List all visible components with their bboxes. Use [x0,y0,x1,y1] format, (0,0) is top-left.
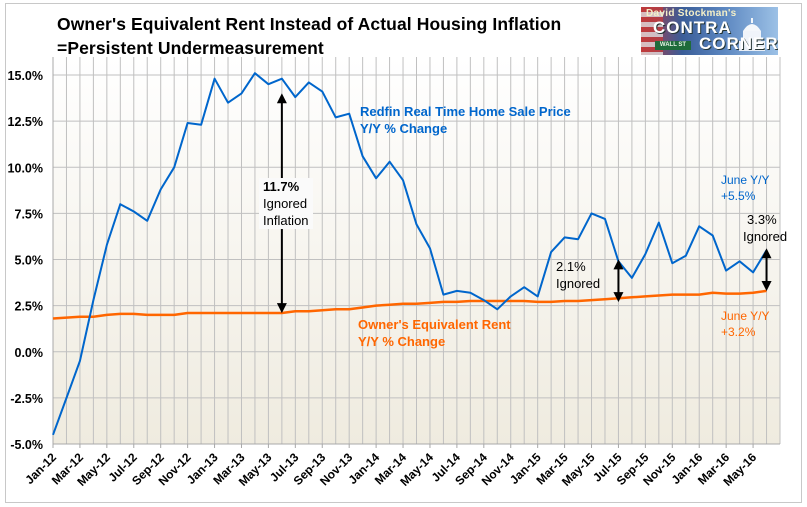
gap-2013-value: 11.7% [263,179,300,194]
gap-2016-label: 3.3% Ignored [743,211,787,245]
y-tick-label: -2.5% [10,392,43,406]
oer-label-line1: Owner's Equivalent Rent [358,317,511,332]
logo-byline: David Stockman's [646,8,737,19]
logo-word-corner: CORNER [699,34,778,53]
oer-series-line [52,289,767,320]
gap-2016-value: 3.3% [747,212,777,227]
redfin-label-line2: Y/Y % Change [360,121,448,136]
gap-2015-text: Ignored [556,276,601,291]
capitol-dome-icon [739,18,765,51]
contra-corner-logo: David Stockman's CONTRA CORNER WALL ST [641,7,778,55]
chart-title-line2: =Persistent Undermeasurement [57,38,324,58]
gap-2015-value: 2.1% [556,259,586,274]
series-group [52,72,768,436]
wall-street-sign: WALL ST [655,41,691,50]
y-tick-label: 5.0% [15,254,44,268]
y-axis: -5.0% -2.5% 0.0% 2.5% 5.0% 7.5% 10.0% 12.5% 15.0… [8,69,43,452]
y-tick-label: 12.5% [8,115,43,129]
y-tick-label: 7.5% [15,207,44,221]
y-tick-label: 2.5% [15,300,44,314]
redfin-series-label: Redfin Real Time Home Sale Price Y/Y % C… [360,103,571,137]
oer-series-label: Owner's Equivalent Rent Y/Y % Change [358,316,511,350]
gap-2015-label: 2.1% Ignored [556,258,600,292]
june-redfin-label: June Y/Y +5.5% [721,172,769,204]
june-oer-title: June Y/Y [721,309,770,323]
june-redfin-value: +5.5% [721,189,756,203]
gap-2013-label: 11.7% Ignored Inflation [259,178,313,229]
y-tick-label: 15.0% [8,69,43,83]
chart-title-line1: Owner's Equivalent Rent Instead of Actua… [57,14,562,34]
gap-2016-text: Ignored [743,229,788,244]
y-tick-label: -5.0% [10,438,43,452]
june-oer-label: June Y/Y +3.2% [721,308,769,340]
redfin-series-line [52,72,768,436]
y-tick-label: 0.0% [15,346,44,360]
oer-label-line2: Y/Y % Change [358,334,446,349]
gap-2013-text2: Inflation [263,213,309,228]
y-tick-label: 10.0% [8,161,43,175]
june-oer-value: +3.2% [721,325,756,339]
x-axis: Jan-12Mar-12May-12Jul-12Sep-12Nov-12Jan-… [22,443,780,489]
redfin-label-line1: Redfin Real Time Home Sale Price [360,104,571,119]
june-redfin-title: June Y/Y [721,173,770,187]
logo-word-contra: CONTRA [653,18,732,37]
gap-2013-text1: Ignored [263,196,308,211]
